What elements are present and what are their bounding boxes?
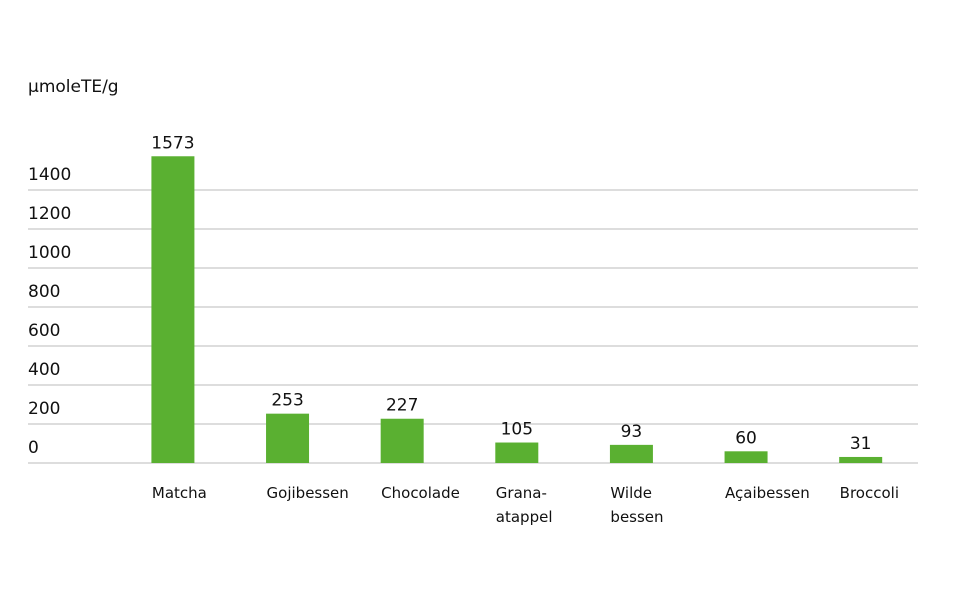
y-tick-label: 400 [28,360,60,380]
bar [495,442,539,463]
y-tick-label: 200 [28,399,60,419]
value-label: 253 [271,391,303,411]
bar [151,156,195,463]
value-label: 93 [621,422,643,442]
x-tick-label: Broccoli [839,484,899,502]
y-tick-label: 1400 [28,165,71,185]
bar [380,418,424,463]
x-tick-label: Chocolade [381,484,460,502]
bar [266,413,310,463]
bar [609,444,653,463]
y-tick-label: 600 [28,321,60,341]
y-tick-label: 1000 [28,243,71,263]
value-label: 227 [386,396,418,416]
value-label: 1573 [151,133,194,153]
x-tick-label: Grana- atappel [495,484,553,526]
y-axis-title: µmoleTE/g [28,77,119,97]
x-tick-label: Gojibessen [266,484,349,502]
bar [724,451,768,463]
y-tick-label: 800 [28,282,60,302]
value-label: 60 [735,428,757,448]
y-tick-label: 0 [28,438,39,458]
x-tick-label: Wilde bessen [610,484,664,526]
value-label: 31 [850,434,872,454]
value-label: 105 [501,420,533,440]
x-tick-label: Açaibessen [725,484,810,502]
y-tick-label: 1200 [28,204,71,224]
x-tick-label: Matcha [151,484,207,502]
bar [839,456,883,463]
